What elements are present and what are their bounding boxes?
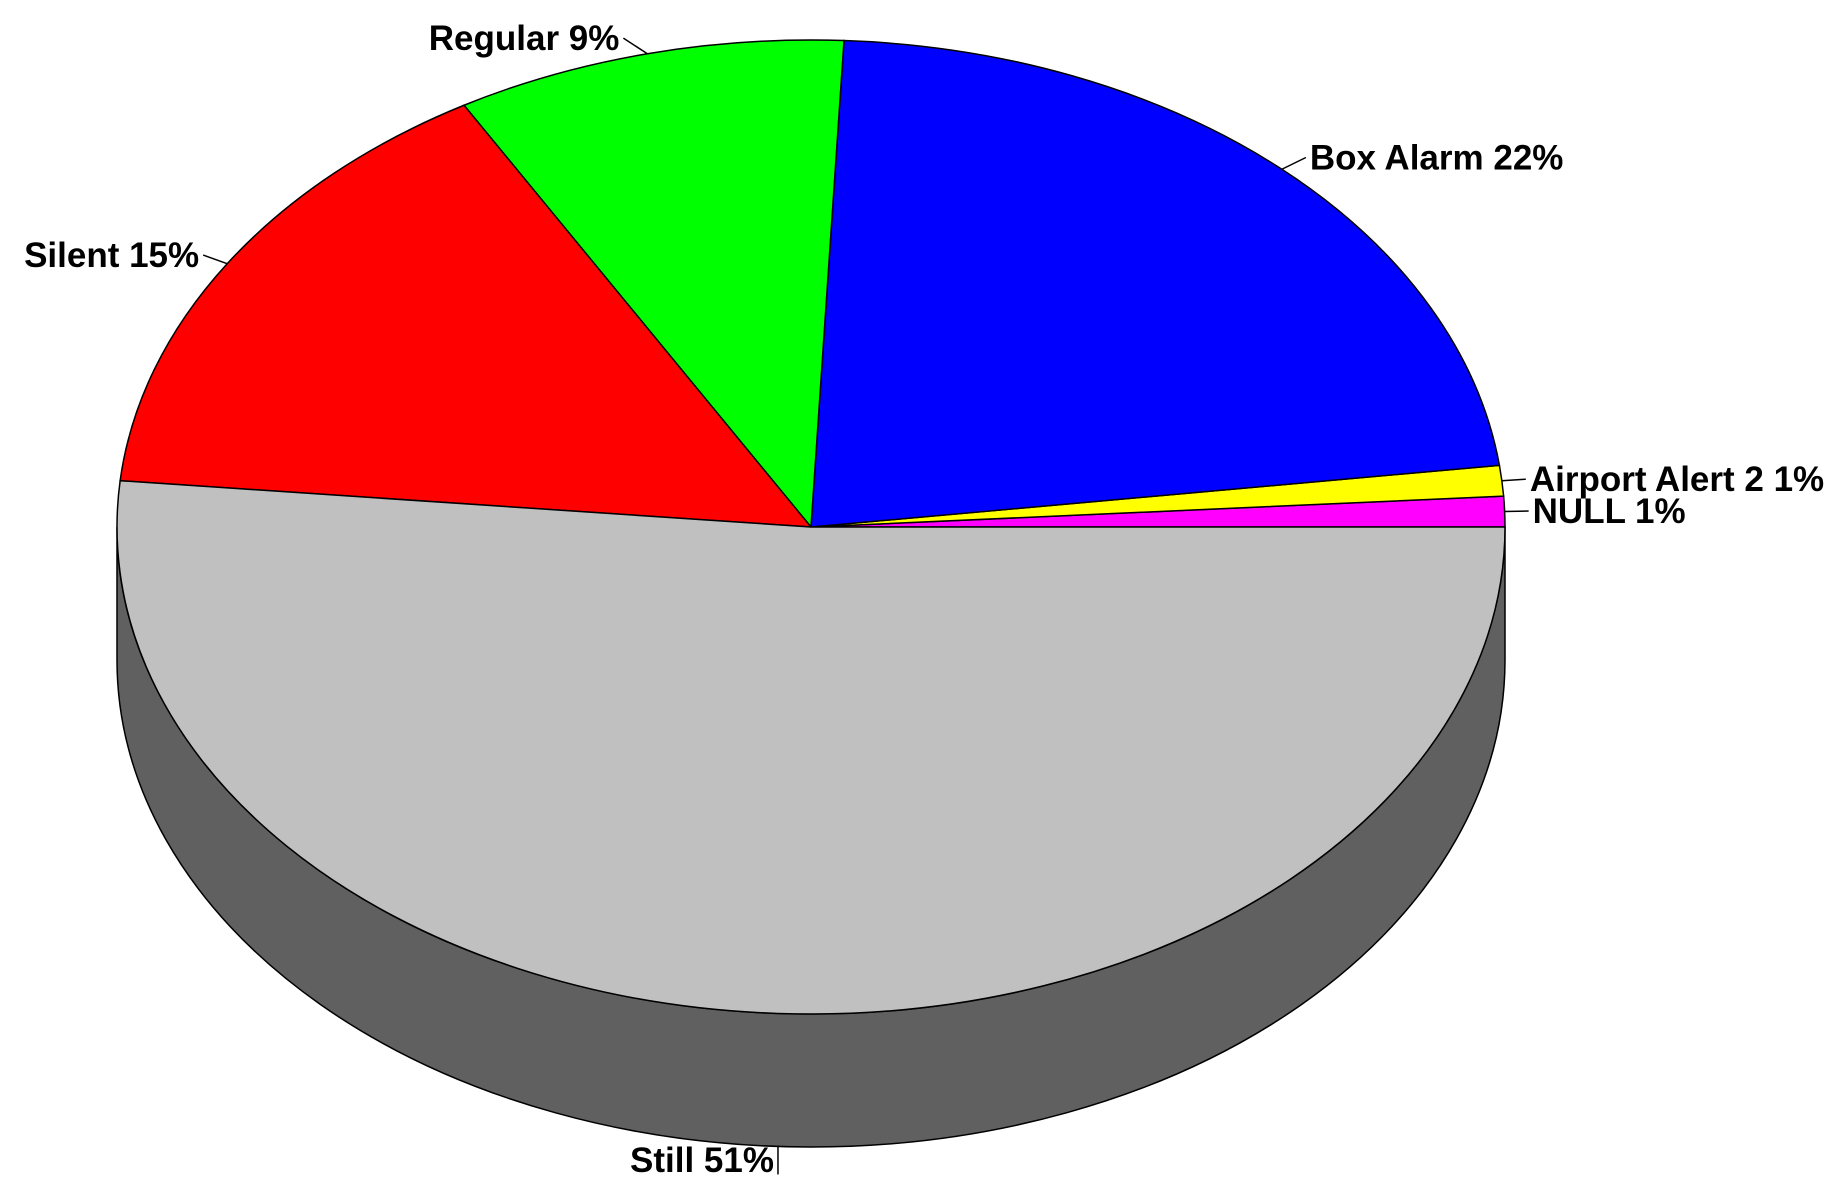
leader-line-4 bbox=[202, 254, 228, 265]
slice-label-2: Box Alarm 22% bbox=[1310, 139, 1564, 178]
leader-line-1 bbox=[1501, 478, 1526, 482]
leader-line-2 bbox=[1281, 156, 1307, 170]
slice-label-4: Silent 15% bbox=[24, 236, 199, 275]
slice-labels: NULL 1%Airport Alert 2 1% Box Alarm 22% Re… bbox=[24, 19, 1824, 1180]
leader-line-3 bbox=[622, 37, 648, 55]
pie-slices bbox=[116, 39, 1506, 1015]
pie-slice-2 bbox=[810, 39, 1501, 528]
slice-label-1: Airport Alert 2 1% bbox=[1530, 460, 1824, 499]
pie-slice-4 bbox=[119, 104, 813, 528]
slice-label-5: Still 51% bbox=[630, 1141, 774, 1180]
slice-label-0: NULL 1% bbox=[1533, 492, 1686, 531]
label-leader-lines bbox=[202, 37, 1529, 1175]
leader-line-0 bbox=[1504, 510, 1529, 513]
pie-slice-5 bbox=[116, 479, 1506, 1015]
pie-slice-3 bbox=[462, 39, 845, 529]
slice-label-3: Regular 9% bbox=[429, 19, 620, 58]
